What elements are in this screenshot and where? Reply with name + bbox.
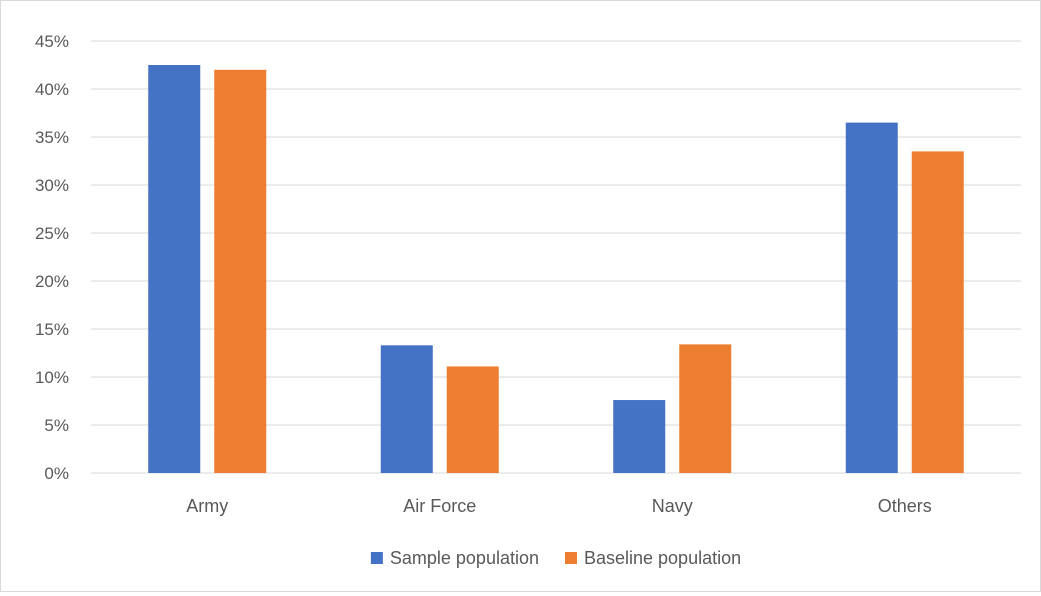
bar-air-force-series-1 bbox=[380, 345, 433, 473]
bar-navy-series-2 bbox=[679, 344, 732, 473]
y-tick-label: 15% bbox=[35, 320, 69, 339]
legend-label: Baseline population bbox=[584, 548, 741, 568]
x-category-label: Air Force bbox=[403, 496, 476, 516]
x-category-label: Army bbox=[186, 496, 228, 516]
legend-swatch bbox=[564, 552, 577, 564]
y-axis-tick-labels: 0% 5% 10% 15% 20% 25% 30% 35% 40% 45% bbox=[35, 32, 69, 483]
y-tick-label: 0% bbox=[44, 464, 69, 483]
x-category-label: Others bbox=[878, 496, 932, 516]
bar-army-series-2 bbox=[214, 69, 267, 474]
y-tick-label: 45% bbox=[35, 32, 69, 51]
bar-others-series-2 bbox=[911, 151, 964, 473]
bar-navy-series-1 bbox=[613, 400, 666, 473]
legend-item-series-1: Sample population bbox=[370, 548, 539, 568]
legend-swatch bbox=[370, 552, 383, 564]
x-axis-category-labels: Army Air Force Navy Others bbox=[186, 496, 932, 516]
bars bbox=[148, 65, 964, 474]
legend-label: Sample population bbox=[390, 548, 539, 568]
bar-air-force-series-2 bbox=[446, 366, 499, 473]
y-tick-label: 35% bbox=[35, 128, 69, 147]
y-tick-label: 5% bbox=[44, 416, 69, 435]
y-tick-label: 40% bbox=[35, 80, 69, 99]
y-tick-label: 10% bbox=[35, 368, 69, 387]
legend: Sample population Baseline population bbox=[370, 548, 741, 568]
bar-army-series-1 bbox=[148, 65, 201, 473]
y-tick-label: 20% bbox=[35, 272, 69, 291]
y-tick-label: 25% bbox=[35, 224, 69, 243]
bar-others-series-1 bbox=[845, 122, 898, 473]
legend-item-series-2: Baseline population bbox=[564, 548, 741, 568]
y-tick-label: 30% bbox=[35, 176, 69, 195]
x-category-label: Navy bbox=[652, 496, 693, 516]
